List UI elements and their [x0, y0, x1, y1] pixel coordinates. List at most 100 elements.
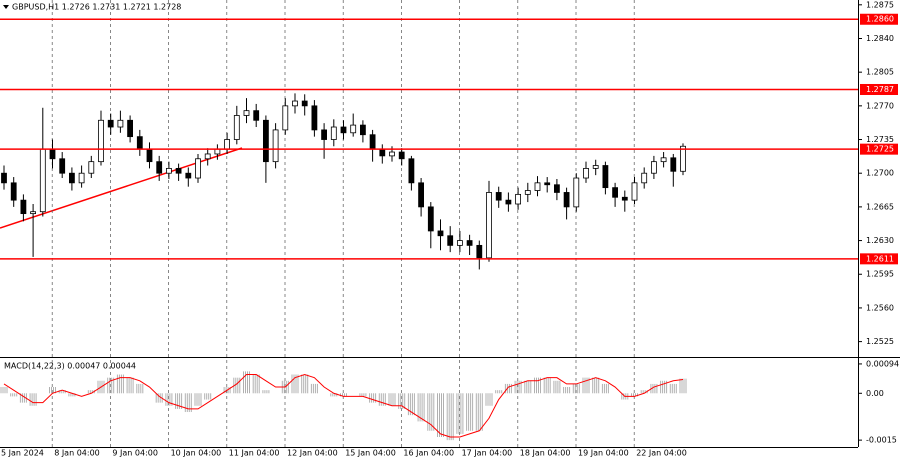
x-tick-label: 10 Jan 04:00 [171, 449, 222, 458]
y-tick-label: 1.2665 [866, 202, 894, 211]
candle-body [359, 124, 366, 136]
y-tick-label: 1.2875 [866, 0, 894, 9]
candle-body [592, 165, 599, 169]
x-tick-label: 17 Jan 04:00 [462, 449, 513, 458]
level-label: 1.2860 [866, 15, 894, 24]
candle-body [369, 134, 376, 150]
candle-body [670, 157, 677, 172]
candle-body [156, 161, 163, 174]
candle-body [10, 182, 17, 201]
candle-body [524, 190, 531, 195]
x-tick-label: 12 Jan 04:00 [287, 449, 338, 458]
candle-body [641, 172, 648, 184]
candle-body [107, 119, 114, 128]
y-tick-label: 1.2630 [866, 236, 894, 245]
candle-body [447, 235, 454, 246]
level-label-box [860, 13, 898, 25]
candle-body [456, 240, 463, 246]
x-tick-label: 11 Jan 04:00 [229, 449, 280, 458]
candle-body [621, 196, 628, 201]
candle-body [651, 161, 657, 174]
x-tick-label: 19 Jan 04:00 [578, 449, 629, 458]
candle-body [30, 211, 37, 215]
y-tick-label: 1.2770 [866, 101, 894, 110]
x-tick-label: 5 Jan 2024 [1, 449, 44, 458]
level-label: 1.2611 [866, 254, 894, 263]
candle-body [117, 119, 124, 128]
level-label-box [860, 143, 898, 155]
candle-body [554, 184, 560, 193]
y-tick-label: 1.2840 [866, 34, 894, 43]
candle-body [534, 182, 541, 191]
candle-body [20, 199, 27, 215]
candle-body [224, 139, 231, 150]
candle-body [660, 157, 667, 163]
candle-body [631, 182, 638, 201]
y-tick-label: 1.2700 [866, 169, 894, 178]
candle-body [583, 167, 589, 179]
candle-body [612, 187, 618, 198]
candle-body [195, 158, 201, 179]
candle-body [340, 126, 347, 134]
x-tick-label: 8 Jan 04:00 [54, 449, 100, 458]
candle-body [505, 199, 512, 205]
candle-body [379, 148, 386, 157]
candle-body [427, 206, 434, 232]
candle-body [1, 172, 7, 184]
level-label: 1.2725 [866, 145, 894, 154]
macd-title: MACD(14,22,3) 0.00047 0.00044 [4, 362, 136, 371]
candle-body [204, 153, 211, 160]
candle-body [185, 172, 192, 179]
candle-body [165, 167, 172, 174]
candle-body [272, 129, 279, 163]
candle-body [350, 124, 357, 134]
candle-body [515, 193, 521, 205]
candle-body [136, 136, 143, 150]
candle-body [476, 244, 483, 259]
symbol-title: GBPUSD,H1 1.2726 1.2731 1.2721 1.2728 [12, 3, 181, 12]
candle-body [389, 151, 395, 157]
candle-body [127, 119, 133, 138]
candle-body [466, 240, 473, 246]
candle-body [321, 129, 328, 140]
y-tick-label: 1.2525 [866, 337, 894, 346]
level-label-box [860, 83, 898, 95]
y-tick-label: 1.2805 [866, 68, 894, 77]
candle-body [418, 182, 425, 208]
candle-body [495, 192, 502, 201]
signal-line [3, 374, 684, 438]
candle-body [301, 100, 308, 107]
level-label-box [860, 253, 898, 265]
candle-body [330, 126, 337, 140]
candle-body [486, 192, 492, 259]
candle-body [282, 105, 289, 131]
candle-body [563, 192, 570, 208]
candle-body [98, 119, 104, 163]
y-tick-label: 1.2560 [866, 303, 894, 312]
candle-body [437, 230, 444, 237]
y-tick-label: 1.2735 [866, 135, 894, 144]
candle-body [408, 158, 415, 184]
candle-body [398, 151, 405, 160]
candle-body [146, 148, 153, 163]
candle-body [311, 105, 318, 131]
candle-body [292, 100, 298, 107]
candle-body [78, 172, 85, 184]
x-tick-label: 9 Jan 04:00 [112, 449, 158, 458]
candle-body [243, 110, 250, 116]
y-tick-label: 1.2595 [866, 270, 894, 279]
y-tick-label: -0.0015 [866, 436, 897, 445]
candle-body [602, 165, 609, 189]
candle-body [69, 172, 75, 184]
candle-body [544, 182, 551, 186]
x-tick-label: 16 Jan 04:00 [403, 449, 454, 458]
level-label: 1.2787 [866, 85, 894, 94]
candle-body [59, 158, 66, 174]
y-tick-label: 0.00 [866, 389, 884, 398]
y-tick-label: 0.00094 [866, 359, 899, 368]
candle-body [233, 115, 240, 140]
candle-body [175, 167, 182, 174]
candle-body [39, 148, 46, 213]
candle-body [49, 148, 56, 160]
trend-line [0, 147, 243, 229]
